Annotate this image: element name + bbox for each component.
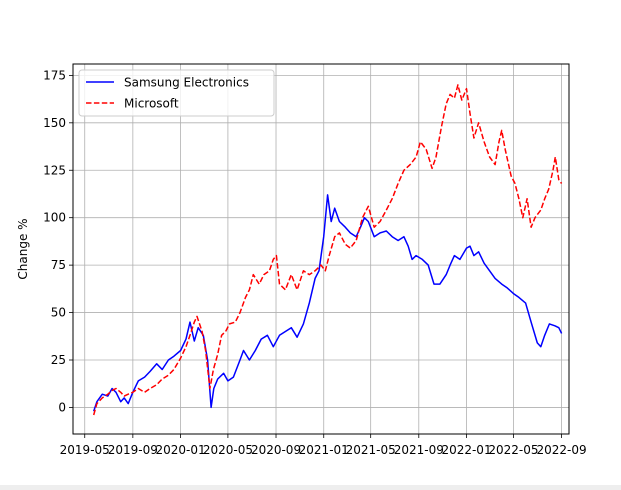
y-tick-label: 0 <box>58 400 66 414</box>
x-tick-label: 2021-01 <box>299 443 349 457</box>
x-tick-label: 2022-09 <box>536 443 586 457</box>
y-axis-label: Change % <box>16 218 30 279</box>
y-tick-label: 75 <box>51 258 66 272</box>
x-tick-label: 2021-09 <box>394 443 444 457</box>
legend-label-samsung: Samsung Electronics <box>124 76 249 90</box>
bottom-bar <box>0 485 621 490</box>
y-tick-label: 175 <box>43 68 66 82</box>
legend-box <box>78 69 275 117</box>
x-tick-label: 2022-05 <box>488 443 538 457</box>
plot-frame <box>72 63 570 435</box>
series-line-samsung-electronics <box>92 194 563 412</box>
y-tick-label: 125 <box>43 163 66 177</box>
x-tick-label: 2022-01 <box>441 443 491 457</box>
grid <box>73 64 569 434</box>
series-line-microsoft <box>92 84 563 416</box>
y-tick-label: 150 <box>43 116 66 130</box>
x-tick-label: 2020-09 <box>251 443 301 457</box>
x-tick-label: 2019-09 <box>108 443 158 457</box>
legend-label-microsoft: Microsoft <box>124 97 179 111</box>
x-tick-label: 2020-01 <box>156 443 206 457</box>
y-tick-label: 100 <box>43 211 66 225</box>
series-layer <box>92 84 563 416</box>
x-tick-label: 2020-05 <box>203 443 253 457</box>
x-tick-label: 2019-05 <box>60 443 110 457</box>
y-tick-label: 25 <box>51 353 66 367</box>
x-tick-label: 2021-05 <box>346 443 396 457</box>
plot-background <box>73 64 569 434</box>
x-axis: 2019-052019-092020-012020-052020-092021-… <box>60 434 587 457</box>
legend: Samsung Electronics Microsoft <box>78 69 275 117</box>
y-tick-label: 50 <box>51 306 66 320</box>
y-axis: 0 25 50 75 100 125 150 175 <box>43 68 73 414</box>
